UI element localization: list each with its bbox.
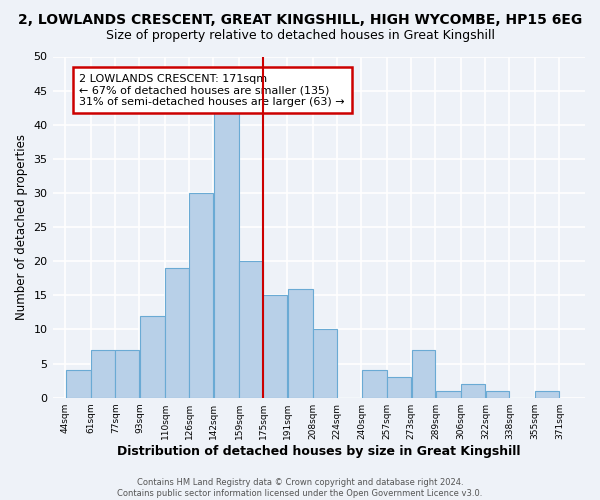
Bar — [485, 391, 509, 398]
X-axis label: Distribution of detached houses by size in Great Kingshill: Distribution of detached houses by size … — [117, 444, 521, 458]
Bar — [436, 391, 461, 398]
Text: Size of property relative to detached houses in Great Kingshill: Size of property relative to detached ho… — [106, 29, 494, 42]
Bar — [239, 261, 263, 398]
Bar — [362, 370, 387, 398]
Y-axis label: Number of detached properties: Number of detached properties — [15, 134, 28, 320]
Bar — [91, 350, 115, 398]
Bar — [461, 384, 485, 398]
Bar — [263, 296, 287, 398]
Bar — [388, 377, 411, 398]
Bar — [166, 268, 189, 398]
Bar — [313, 330, 337, 398]
Text: 2, LOWLANDS CRESCENT, GREAT KINGSHILL, HIGH WYCOMBE, HP15 6EG: 2, LOWLANDS CRESCENT, GREAT KINGSHILL, H… — [18, 12, 582, 26]
Bar — [65, 370, 91, 398]
Bar — [190, 193, 213, 398]
Bar — [535, 391, 559, 398]
Bar — [412, 350, 435, 398]
Text: 2 LOWLANDS CRESCENT: 171sqm
← 67% of detached houses are smaller (135)
31% of se: 2 LOWLANDS CRESCENT: 171sqm ← 67% of det… — [79, 74, 345, 107]
Bar — [115, 350, 139, 398]
Bar — [214, 111, 239, 398]
Bar — [287, 288, 313, 398]
Text: Contains HM Land Registry data © Crown copyright and database right 2024.
Contai: Contains HM Land Registry data © Crown c… — [118, 478, 482, 498]
Bar — [140, 316, 165, 398]
